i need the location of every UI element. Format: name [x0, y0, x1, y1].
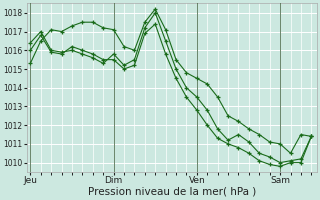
X-axis label: Pression niveau de la mer( hPa ): Pression niveau de la mer( hPa ) [88, 187, 256, 197]
